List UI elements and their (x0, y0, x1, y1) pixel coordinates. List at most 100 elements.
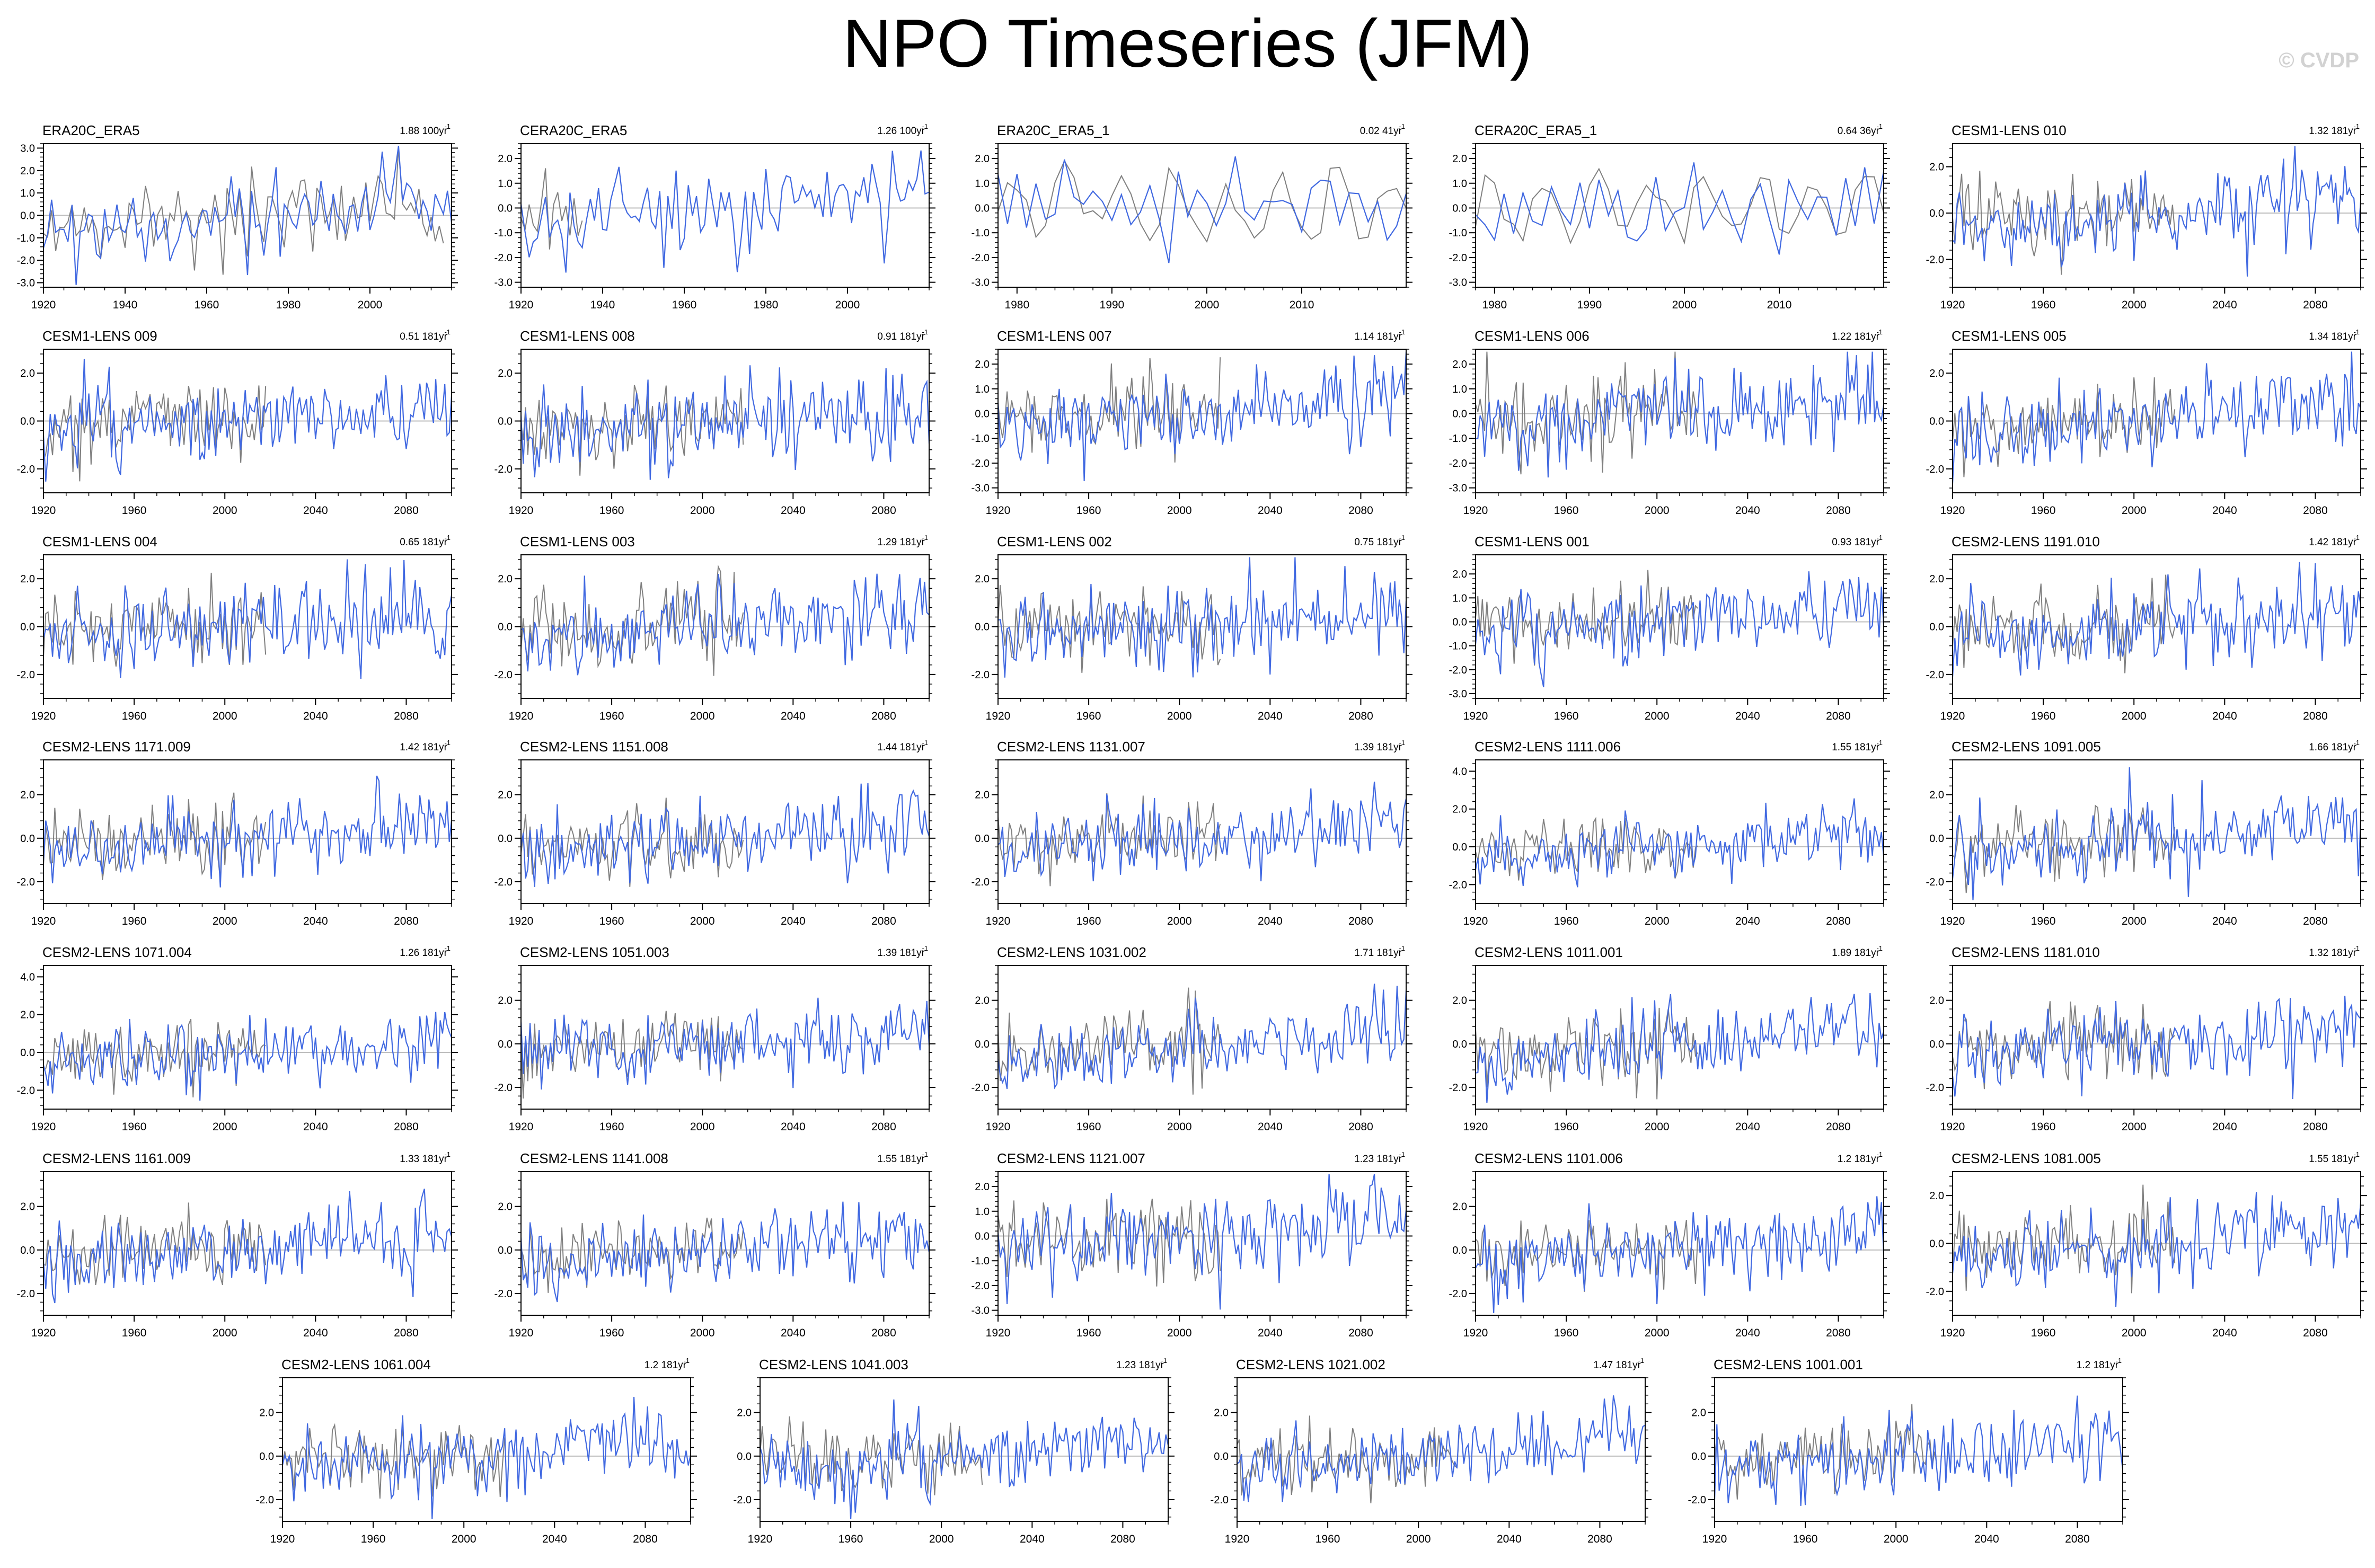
chart-panel: CESM2-LENS 1191.010 1.42 181yr-1 -2.0 0.0 2.… (1926, 534, 2367, 722)
chart-panel: CESM1-LENS 010 1.32 181yr-1 -2.0 0.0 2.0 1920… (1926, 122, 2367, 311)
chart-panel: CESM2-LENS 1031.002 1.71 181yr-1 -2.0 0.0 2.… (972, 944, 1412, 1133)
x-tick-label: 1920 (1463, 710, 1488, 722)
x-tick-label: 1960 (122, 710, 147, 722)
y-tick-label: -2.0 (1926, 876, 1944, 888)
x-tick-label: 2040 (2212, 504, 2237, 517)
panel-trend-exponent: -1 (2353, 534, 2360, 542)
y-tick-label: 2.0 (498, 1201, 513, 1213)
y-tick-label: -2.0 (1926, 464, 1944, 475)
chart-panel: CESM1-LENS 007 1.14 181yr-1 -3.0 -2.0 -1.0 0.… (972, 328, 1412, 517)
y-tick-label: -1.0 (972, 227, 990, 239)
panel-trend: 1.44 181yr (877, 742, 925, 753)
y-tick-label: -1.0 (17, 233, 35, 244)
y-tick-label: 0.0 (20, 833, 35, 845)
x-tick-label: 1980 (276, 299, 301, 311)
x-tick-label: 2080 (2303, 1121, 2328, 1133)
x-tick-label: 2080 (1348, 1121, 1373, 1133)
x-tick-label: 1960 (1076, 504, 1101, 517)
panel-trend-exponent: -1 (2353, 122, 2360, 130)
model-series-line (1476, 993, 1884, 1103)
panel-title: CESM2-LENS 1181.010 (1952, 944, 2100, 960)
plot-frame (1475, 759, 1884, 904)
y-tick-label: 2.0 (498, 790, 513, 801)
panel-trend-exponent: -1 (1399, 739, 1405, 747)
y-tick-label: 2.0 (1929, 790, 1944, 801)
panel-trend: 1.42 181yr (2309, 537, 2356, 548)
x-tick-label: 1920 (1463, 1327, 1488, 1339)
y-tick-label: 0.0 (1452, 408, 1467, 420)
model-series-line (282, 1397, 691, 1519)
x-tick-label: 2000 (2122, 1327, 2147, 1339)
y-tick-label: -2.0 (495, 252, 513, 264)
x-tick-label: 2040 (2212, 299, 2237, 311)
panel-trend-exponent: -1 (922, 944, 928, 952)
panel-title: CESM2-LENS 1131.007 (997, 739, 1145, 755)
y-tick-label: -2.0 (256, 1494, 274, 1506)
x-tick-label: 2080 (871, 1327, 896, 1339)
x-tick-label: 1960 (838, 1533, 863, 1545)
observation-series-line (998, 585, 1221, 673)
chart-panel: CESM2-LENS 1051.003 1.39 181yr-1 -2.0 0.0 2.… (495, 944, 935, 1133)
x-tick-label: 2080 (394, 504, 419, 517)
y-tick-label: -2.0 (495, 876, 513, 888)
y-tick-label: 0.0 (1452, 1039, 1467, 1050)
x-tick-label: 2080 (633, 1533, 658, 1545)
observation-series-line (998, 357, 1221, 463)
observation-series-line (1953, 377, 2176, 477)
model-series-line (760, 1399, 1168, 1519)
x-tick-label: 2040 (781, 504, 806, 517)
observation-series-line (521, 168, 583, 250)
x-tick-label: 1960 (1554, 915, 1579, 927)
x-tick-label: 2000 (1645, 915, 1670, 927)
y-tick-label: 2.0 (1452, 995, 1467, 1007)
plot-frame (43, 965, 452, 1110)
x-tick-label: 2000 (1167, 1327, 1192, 1339)
panel-title: CESM2-LENS 1061.004 (281, 1357, 431, 1372)
x-tick-label: 2040 (2212, 915, 2237, 927)
chart-panel: CESM2-LENS 1041.003 1.23 181yr-1 -2.0 0.0 2.… (734, 1357, 1175, 1545)
panel-trend: 0.65 181yr (400, 537, 447, 548)
x-tick-label: 1960 (1315, 1533, 1340, 1545)
panel-trend-exponent: -1 (2115, 1357, 2122, 1365)
y-tick-label: -2.0 (17, 1288, 35, 1300)
x-tick-label: 2000 (213, 710, 237, 722)
chart-panel: CESM2-LENS 1001.001 1.2 181yr-1 -2.0 0.0 2.0… (1688, 1357, 2129, 1545)
y-tick-label: -3.0 (1449, 483, 1467, 494)
x-tick-label: 1960 (122, 504, 147, 517)
model-series-line (43, 775, 452, 888)
chart-panel: CESM2-LENS 1131.007 1.39 181yr-1 -2.0 0.0 2.… (972, 739, 1412, 927)
panel-trend-exponent: -1 (444, 122, 451, 130)
x-tick-label: 2000 (213, 1121, 237, 1133)
model-series-line (521, 997, 929, 1090)
x-tick-label: 2000 (213, 504, 237, 517)
model-series-line (998, 1174, 1406, 1310)
observation-series-line (1476, 817, 1698, 881)
y-tick-label: -1.0 (972, 433, 990, 445)
x-tick-label: 1960 (1554, 710, 1579, 722)
y-tick-label: 0.0 (1929, 416, 1944, 428)
y-tick-label: 1.0 (1452, 592, 1467, 604)
panel-title: CESM2-LENS 1101.006 (1475, 1150, 1623, 1166)
panel-trend: 0.51 181yr (400, 331, 447, 342)
panel-trend-exponent: -1 (2353, 1150, 2360, 1158)
model-series-line (1476, 1196, 1884, 1313)
y-tick-label: 2.0 (259, 1407, 274, 1419)
model-series-line (1953, 351, 2361, 484)
panel-trend: 0.64 36yr (1838, 126, 1880, 137)
x-tick-label: 2040 (1974, 1533, 1999, 1545)
y-tick-label: -2.0 (1211, 1494, 1229, 1506)
plot-frame (43, 759, 452, 904)
x-tick-label: 2040 (781, 710, 806, 722)
y-tick-label: -2.0 (495, 1082, 513, 1094)
chart-panel: CERA20C_ERA5 1.26 100yr-1 -3.0 -2.0 -1.0 0.0 1… (495, 122, 935, 311)
x-tick-label: 1960 (122, 915, 147, 927)
panel-title: CESM2-LENS 1031.002 (997, 944, 1146, 960)
y-tick-label: 2.0 (498, 995, 513, 1007)
x-tick-label: 2080 (1826, 504, 1851, 517)
observation-series-line (998, 160, 1406, 243)
panel-title: CESM2-LENS 1191.010 (1952, 534, 2100, 550)
observation-series-line (998, 1198, 1221, 1287)
model-series-line (1953, 562, 2361, 678)
x-tick-label: 1920 (986, 915, 1011, 927)
x-tick-label: 1920 (1940, 504, 1965, 517)
